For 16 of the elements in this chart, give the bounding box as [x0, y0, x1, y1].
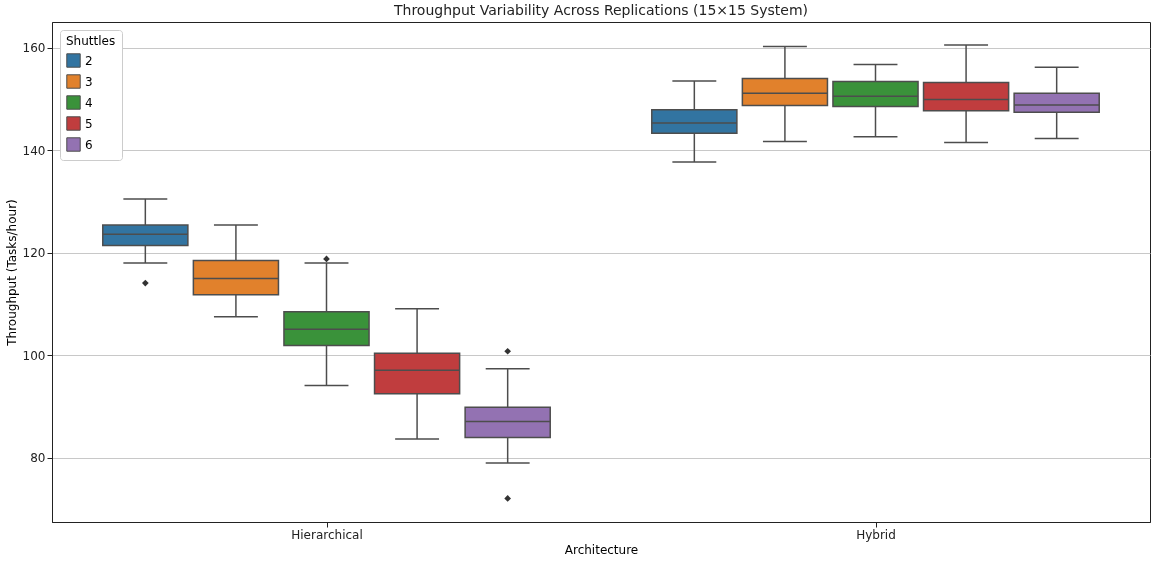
chart-title: Throughput Variability Across Replications (15×15 System)	[392, 2, 809, 18]
y-tick-label: 120	[22, 246, 46, 261]
legend-label: 2	[85, 53, 93, 68]
legend-label: 5	[85, 116, 93, 131]
legend-label: 4	[85, 95, 93, 110]
y-tick-label: 80	[30, 451, 46, 466]
legend-label: 3	[85, 74, 93, 89]
x-tick-label: Hierarchical	[291, 527, 363, 542]
legend-title: Shuttles	[66, 34, 116, 48]
x-axis-title: Architecture	[564, 542, 639, 557]
x-tick-label: Hybrid	[856, 527, 896, 542]
y-axis-title: Throughput (Tasks/hour)	[4, 199, 19, 347]
legend-label: 6	[85, 137, 93, 152]
y-tick-label: 140	[22, 143, 46, 158]
y-tick-label: 160	[22, 41, 46, 56]
y-tick-label: 100	[22, 348, 46, 363]
